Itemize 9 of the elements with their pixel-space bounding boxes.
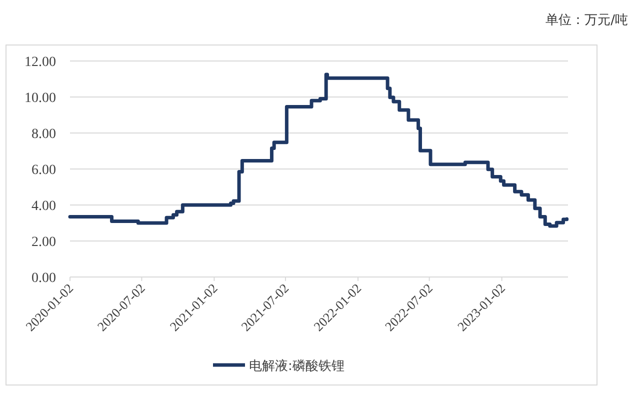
- y-tick-label: 2.00: [32, 235, 56, 250]
- y-tick-label: 6.00: [32, 163, 56, 178]
- y-tick-label: 4.00: [32, 199, 56, 214]
- y-tick-label: 10.00: [24, 91, 56, 106]
- y-tick-label: 8.00: [32, 127, 56, 142]
- y-tick-label: 0.00: [32, 271, 56, 286]
- text: 单位：万元/吨: [546, 13, 628, 28]
- legend-label: 电解液:磷酸铁锂: [249, 359, 344, 374]
- y-tick-label: 12.00: [24, 55, 56, 70]
